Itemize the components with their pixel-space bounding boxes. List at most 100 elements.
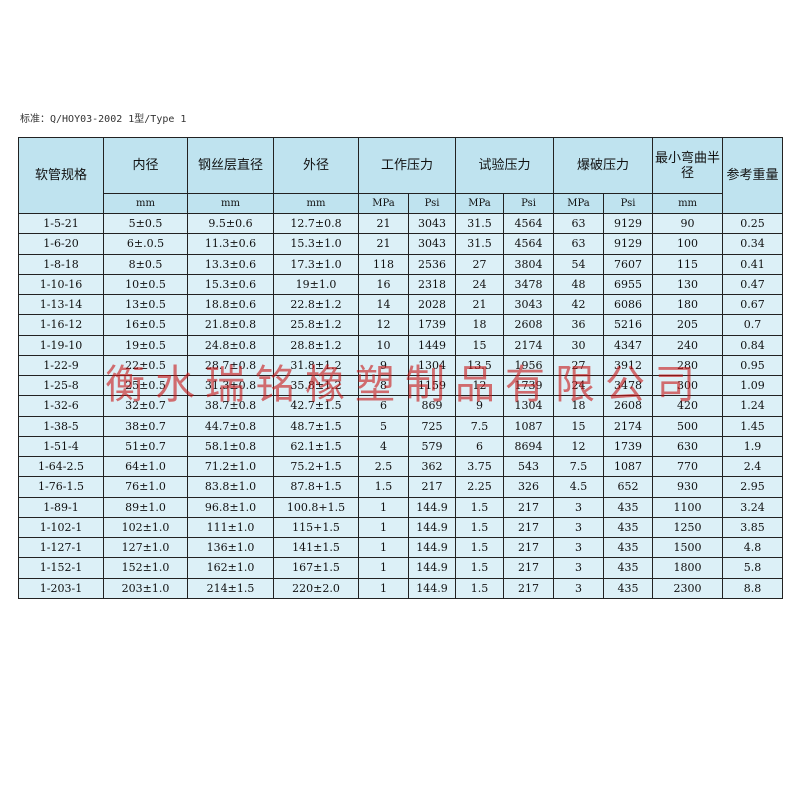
table-cell: 1-6-20	[18, 233, 104, 255]
table-cell: 300	[652, 374, 724, 397]
table-cell: 203±1.0	[103, 577, 188, 599]
table-cell: 51±0.7	[103, 435, 188, 458]
table-row: 1-51-4 51±0.7 58.1±0.8 62.1±1.5 4 579 6 8694 12 1…	[18, 435, 784, 458]
table-cell: 19±0.5	[103, 334, 188, 356]
unit-header: MPa	[358, 193, 409, 214]
table-cell: 362	[407, 455, 457, 478]
table-cell: 5.8	[722, 557, 784, 579]
table-cell: 12.7±0.8	[273, 212, 359, 235]
table-cell: 1304	[407, 354, 457, 377]
column-header: 内径	[103, 137, 188, 194]
table-cell: 9	[358, 354, 409, 377]
table-cell: 115+1.5	[273, 516, 359, 539]
unit-header: mm	[652, 193, 724, 214]
table-cell: 217	[407, 476, 457, 498]
table-cell: 6	[455, 435, 505, 458]
table-cell: 25.8±1.2	[273, 314, 359, 336]
table-cell: 2174	[503, 334, 555, 356]
table-cell: 1449	[407, 334, 457, 356]
table-cell: 2.5	[358, 455, 409, 478]
table-cell: 24	[553, 374, 605, 397]
table-cell: 630	[652, 435, 724, 458]
table-cell: 1956	[503, 354, 555, 377]
table-cell: 54	[553, 253, 605, 275]
table-cell: 1	[358, 536, 409, 559]
table-cell: 2300	[652, 577, 724, 599]
table-cell: 205	[652, 314, 724, 336]
table-cell: 1-203-1	[18, 577, 104, 599]
table-cell: 1739	[603, 435, 654, 458]
table-cell: 1	[358, 577, 409, 599]
table-row: 1-22-9 22±0.5 28.7±0.8 31.8±1.2 9 1304 13.5 195…	[18, 354, 784, 377]
table-cell: 0.25	[722, 212, 784, 235]
table-cell: 0.47	[722, 273, 784, 296]
table-cell: 18.8±0.6	[187, 293, 274, 316]
table-cell: 28.8±1.2	[273, 334, 359, 356]
table-cell: 240	[652, 334, 724, 356]
table-cell: 27	[553, 354, 605, 377]
column-header: 试验压力	[455, 137, 555, 194]
table-cell: 1.5	[358, 476, 409, 498]
table-cell: 0.34	[722, 233, 784, 255]
table-cell: 63	[553, 212, 605, 235]
table-cell: 435	[603, 577, 654, 599]
table-cell: 1-32-6	[18, 395, 104, 417]
table-row: 1-16-12 16±0.5 21.8±0.8 25.8±1.2 12 1739 18 260…	[18, 314, 784, 336]
table-cell: 16	[358, 273, 409, 296]
table-cell: 7.5	[553, 455, 605, 478]
table-cell: 4.5	[553, 476, 605, 498]
unit-header: mm	[187, 193, 274, 214]
table-cell: 0.95	[722, 354, 784, 377]
table-cell: 1-127-1	[18, 536, 104, 559]
table-cell: 217	[503, 557, 555, 579]
unit-header: Psi	[603, 193, 654, 214]
table-cell: 42.7±1.5	[273, 395, 359, 417]
table-cell: 3.85	[722, 516, 784, 539]
table-cell: 38.7±0.8	[187, 395, 274, 417]
table-cell: 4.8	[722, 536, 784, 559]
table-cell: 118	[358, 253, 409, 275]
table-row: 1-203-1 203±1.0 214±1.5 220±2.0 1 144.9 1.5 217…	[18, 577, 784, 599]
table-cell: 1087	[603, 455, 654, 478]
table-cell: 102±1.0	[103, 516, 188, 539]
table-cell: 3	[553, 516, 605, 539]
table-cell: 21	[358, 212, 409, 235]
table-cell: 1-13-14	[18, 293, 104, 316]
header-row: 软管规格 内径 钢丝层直径 外径 工作压力 试验压力 爆破压力 最小弯曲半径 参考重量	[18, 137, 784, 214]
table-cell: 3	[553, 577, 605, 599]
table-cell: 435	[603, 516, 654, 539]
table-cell: 130	[652, 273, 724, 296]
table-cell: 2028	[407, 293, 457, 316]
table-cell: 141±1.5	[273, 536, 359, 559]
table-cell: 71.2±1.0	[187, 455, 274, 478]
table-cell: 1-152-1	[18, 557, 104, 579]
table-cell: 19±1.0	[273, 273, 359, 296]
table-cell: 9.5±0.6	[187, 212, 274, 235]
table-cell: 17.3±1.0	[273, 253, 359, 275]
table-cell: 18	[553, 395, 605, 417]
table-cell: 3	[553, 496, 605, 518]
table-row: 1-25-8 25±0.5 31.3±0.8 35.8±1.2 8 1159 12 1739 2…	[18, 374, 784, 397]
table-cell: 2536	[407, 253, 457, 275]
standard-label: 标准：Q/HOY03-2002 1型/Type 1	[20, 114, 187, 125]
table-row: 1-64-2.5 64±1.0 71.2±1.0 75.2+1.5 2.5 362 3.75…	[18, 455, 784, 478]
table-cell: 144.9	[407, 536, 457, 559]
table-cell: 1-102-1	[18, 516, 104, 539]
table-cell: 9129	[603, 212, 654, 235]
table-cell: 144.9	[407, 577, 457, 599]
table-cell: 8694	[503, 435, 555, 458]
column-header: 最小弯曲半径	[652, 137, 724, 194]
table-cell: 1-51-4	[18, 435, 104, 458]
table-cell: 58.1±0.8	[187, 435, 274, 458]
table-cell: 1500	[652, 536, 724, 559]
table-cell: 1-22-9	[18, 354, 104, 377]
table-cell: 1800	[652, 557, 724, 579]
table-cell: 13.3±0.6	[187, 253, 274, 275]
unit-header: Psi	[407, 193, 457, 214]
table-cell: 217	[503, 516, 555, 539]
table-cell: 3043	[407, 212, 457, 235]
table-cell: 1.9	[722, 435, 784, 458]
table-cell: 42	[553, 293, 605, 316]
table-cell: 1087	[503, 415, 555, 437]
